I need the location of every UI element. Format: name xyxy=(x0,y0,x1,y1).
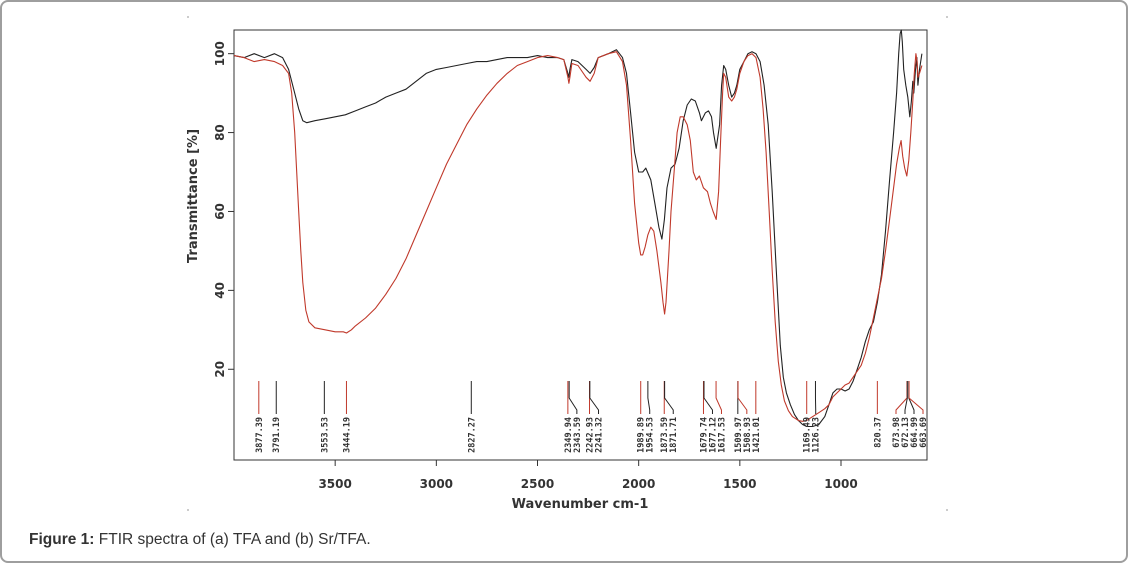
peak-marker xyxy=(664,381,674,414)
y-axis: 20 40 60 80 100 xyxy=(213,41,234,378)
peak-label: 2827.27 xyxy=(467,417,477,453)
peak-label: 673.98 xyxy=(892,417,902,448)
peak-label: 820.37 xyxy=(873,417,883,448)
y-tick-label: 80 xyxy=(213,124,227,141)
x-axis-title: Wavenumber cm-1 xyxy=(512,497,649,512)
y-tick-label: 60 xyxy=(213,203,227,220)
series-line-tfa xyxy=(233,29,923,428)
peak-label: 1871.71 xyxy=(669,417,679,453)
peak-label: 1509.97 xyxy=(734,417,744,453)
peak-marker xyxy=(589,381,600,414)
x-tick-label: 2000 xyxy=(622,477,655,491)
peak-marker xyxy=(908,381,915,414)
caption-text: FTIR spectra of (a) TFA and (b) Sr/TFA. xyxy=(94,531,371,548)
peak-marker xyxy=(703,381,713,414)
peak-annotations: 3877.39 3791.19 3553.53 3444.19 2827.27 2349.… xyxy=(255,381,929,453)
peak-marker xyxy=(568,381,578,414)
peak-marker xyxy=(737,381,748,414)
peak-label: 672.13 xyxy=(901,417,911,448)
peak-label: 1508.93 xyxy=(743,417,753,453)
peak-label: 1169.49 xyxy=(803,417,813,453)
peak-marker xyxy=(647,381,651,414)
peak-label: 2242.93 xyxy=(586,417,596,453)
peak-label: 1679.74 xyxy=(699,417,709,453)
y-tick-label: 100 xyxy=(213,41,227,66)
y-axis-title: Transmittance [%] xyxy=(186,129,201,263)
peak-label: 3877.39 xyxy=(255,417,265,453)
series-group xyxy=(233,29,923,428)
peak-label: 1617.53 xyxy=(717,417,727,453)
x-tick-label: 3500 xyxy=(318,477,351,491)
peak-label: 1989.89 xyxy=(637,417,647,453)
peak-marker xyxy=(904,381,908,414)
x-tick-label: 1500 xyxy=(723,477,756,491)
x-tick-label: 3000 xyxy=(420,477,453,491)
peak-marker xyxy=(715,381,722,414)
plot-frame xyxy=(233,29,928,461)
peak-label: 663.69 xyxy=(919,417,929,448)
y-tick-label: 40 xyxy=(213,282,227,299)
peak-label: 2343.59 xyxy=(573,417,583,453)
peak-label: 1677.12 xyxy=(708,417,718,453)
peak-label: 1954.53 xyxy=(646,417,656,453)
peak-label: 2349.94 xyxy=(564,417,574,453)
x-tick-label: 1000 xyxy=(824,477,857,491)
x-tick-label: 2500 xyxy=(521,477,554,491)
corner-marks xyxy=(187,16,948,511)
peak-label: 3791.19 xyxy=(272,417,282,453)
y-tick-label: 20 xyxy=(213,361,227,378)
peak-label: 3553.53 xyxy=(320,417,330,453)
peak-label: 1126.23 xyxy=(812,417,822,453)
peak-marker xyxy=(908,381,924,414)
series-line-sr-tfa xyxy=(233,51,923,422)
peak-label: 2241.32 xyxy=(595,417,605,453)
figure-caption: Figure 1: FTIR spectra of (a) TFA and (b… xyxy=(29,531,371,549)
caption-label: Figure 1: xyxy=(29,531,95,548)
peak-label: 664.99 xyxy=(910,417,920,448)
peak-label: 1873.59 xyxy=(660,417,670,453)
peak-label: 3444.19 xyxy=(342,417,352,453)
x-axis: 3500 3000 2500 2000 1500 1000 xyxy=(318,460,858,491)
peak-label: 1421.01 xyxy=(752,417,762,453)
